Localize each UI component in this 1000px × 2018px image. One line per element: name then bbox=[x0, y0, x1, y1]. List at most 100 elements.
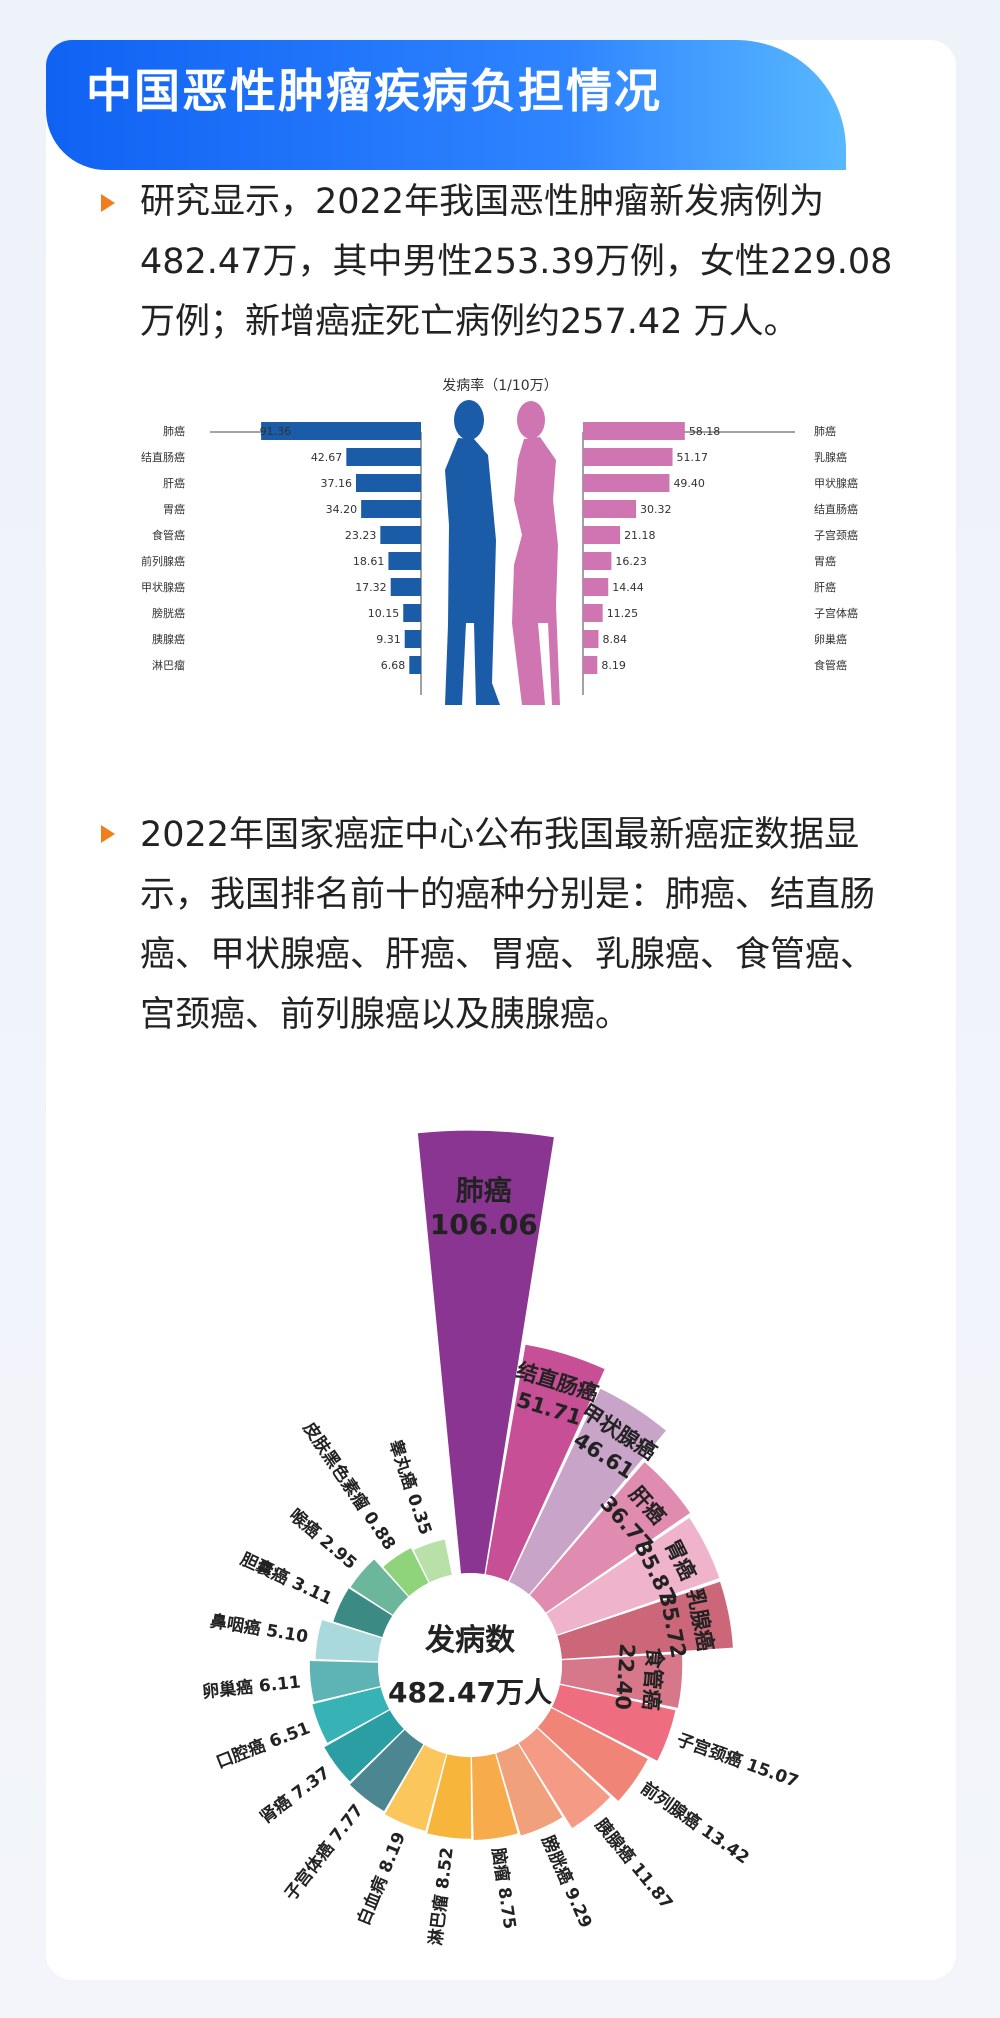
rose-slice bbox=[315, 1620, 382, 1662]
rose-slice bbox=[417, 1130, 554, 1575]
male-value-label: 34.20 bbox=[326, 503, 358, 516]
rose-slice bbox=[383, 1548, 429, 1597]
center-value: 482.47万人 bbox=[388, 1676, 552, 1709]
male-bar bbox=[380, 526, 421, 544]
rose-slice bbox=[518, 1728, 611, 1829]
rose-slice-value: 106.06 bbox=[430, 1208, 538, 1241]
male-category-label: 淋巴瘤 bbox=[152, 658, 185, 672]
rose-slice bbox=[413, 1539, 452, 1583]
rose-slice-label: 前列腺癌 13.42 bbox=[637, 1778, 753, 1869]
female-category-label: 甲状腺癌 bbox=[814, 476, 858, 490]
rose-slice-name: 食管癌 bbox=[638, 1647, 667, 1712]
male-bar bbox=[409, 656, 421, 674]
rose-slice bbox=[309, 1661, 381, 1702]
rose-slice-name: 肺癌 bbox=[456, 1174, 512, 1207]
rose-slice bbox=[496, 1743, 563, 1836]
male-value-label: 9.31 bbox=[376, 633, 401, 646]
male-bar bbox=[388, 552, 421, 570]
rose-slice-label: 子宫体癌 7.77 bbox=[280, 1800, 368, 1904]
bullet-1-icon bbox=[101, 194, 115, 212]
male-value-label: 37.16 bbox=[320, 477, 352, 490]
female-category-label: 乳腺癌 bbox=[814, 450, 847, 464]
rose-slice bbox=[349, 1729, 424, 1812]
male-value-label: 23.23 bbox=[345, 529, 377, 542]
male-category-label: 结直肠癌 bbox=[141, 450, 185, 464]
rose-slice bbox=[427, 1754, 472, 1839]
male-value-label: 6.68 bbox=[381, 659, 406, 672]
female-value-label: 51.17 bbox=[677, 451, 709, 464]
male-category-label: 肝癌 bbox=[163, 476, 185, 490]
rose-slice-label: 脑瘤 8.75 bbox=[487, 1846, 520, 1930]
male-category-label: 胃癌 bbox=[163, 502, 185, 516]
rose-slice-value: 22.40 bbox=[610, 1643, 639, 1711]
incidence-bar-chart: 发病率（1/10万） 91.36 肺癌 42.67 结直肠癌 37.16 肝癌 34.20 胃… bbox=[141, 377, 858, 705]
female-silhouette-icon bbox=[512, 401, 560, 705]
rose-slice bbox=[384, 1744, 447, 1831]
rose-slice-label: 卵巢癌 6.11 bbox=[201, 1672, 302, 1703]
male-silhouette-icon bbox=[445, 400, 500, 705]
rose-slice-label: 白血病 8.19 bbox=[353, 1829, 410, 1928]
rose-slice bbox=[537, 1708, 648, 1801]
rose-slice-label: 膀胱癌 9.29 bbox=[537, 1832, 596, 1931]
female-category-label: 子宫颈癌 bbox=[814, 528, 858, 542]
female-value-label: 30.32 bbox=[640, 503, 672, 516]
male-value-label: 10.15 bbox=[368, 607, 400, 620]
female-category-label: 胃癌 bbox=[814, 554, 836, 568]
female-bar bbox=[583, 604, 603, 622]
male-value-label: 42.67 bbox=[311, 451, 343, 464]
male-category-label: 甲状腺癌 bbox=[141, 580, 185, 594]
rose-slice bbox=[560, 1653, 683, 1708]
male-bar bbox=[404, 630, 421, 648]
male-category-label: 膀胱癌 bbox=[152, 606, 185, 620]
female-bar bbox=[583, 474, 670, 492]
female-category-label: 卵巢癌 bbox=[814, 632, 847, 646]
female-bar bbox=[583, 448, 673, 466]
male-value-label: 18.61 bbox=[353, 555, 385, 568]
chart-title: 发病率（1/10万） bbox=[442, 377, 557, 394]
male-bar bbox=[261, 422, 421, 440]
rose-slice bbox=[551, 1684, 676, 1761]
rose-slice bbox=[557, 1581, 733, 1659]
female-bar bbox=[583, 422, 685, 440]
male-bar bbox=[361, 500, 421, 518]
male-category-label: 食管癌 bbox=[152, 528, 185, 542]
male-bar bbox=[390, 578, 421, 596]
female-value-label: 58.18 bbox=[689, 425, 721, 438]
rose-slice-label: 鼻咽癌 5.10 bbox=[209, 1610, 310, 1647]
male-bar bbox=[346, 448, 421, 466]
female-category-label: 食管癌 bbox=[814, 658, 847, 672]
rose-slice-label: 口腔癌 6.51 bbox=[213, 1717, 313, 1773]
rose-slice bbox=[324, 1710, 404, 1782]
male-category-label: 肺癌 bbox=[163, 424, 185, 438]
rose-slice bbox=[546, 1517, 720, 1635]
center-label: 发病数 bbox=[424, 1623, 516, 1658]
female-value-label: 8.19 bbox=[601, 659, 626, 672]
female-bar bbox=[583, 552, 612, 570]
rose-slice-label: 喉癌 2.95 bbox=[285, 1505, 361, 1574]
male-value-label: 17.32 bbox=[355, 581, 387, 594]
female-value-label: 21.18 bbox=[624, 529, 656, 542]
rose-slice bbox=[471, 1753, 518, 1840]
rose-slice-label: 胰腺癌 11.87 bbox=[591, 1815, 677, 1914]
rose-slice bbox=[485, 1344, 605, 1582]
female-category-label: 结直肠癌 bbox=[814, 502, 858, 516]
female-category-label: 子宫体癌 bbox=[814, 606, 858, 620]
female-bar bbox=[583, 630, 599, 648]
bullet-2-icon bbox=[101, 825, 115, 843]
female-value-label: 11.25 bbox=[607, 607, 639, 620]
rose-slice bbox=[333, 1588, 393, 1638]
male-category-label: 胰腺癌 bbox=[152, 632, 185, 646]
incidence-rose-chart: 肺癌106.06结直肠癌51.71甲状腺癌46.61肝癌36.77胃癌35.87… bbox=[201, 1130, 801, 1947]
rose-slice-label: 睾丸癌 0.35 bbox=[385, 1437, 437, 1537]
female-bar bbox=[583, 500, 637, 518]
female-bar bbox=[583, 656, 598, 674]
rose-slice-label: 子宫颈癌 15.07 bbox=[674, 1729, 801, 1792]
paragraph-1: 研究显示，2022年我国恶性肿瘤新发病例为482.47万，其中男性253.39万… bbox=[140, 182, 893, 342]
title-banner bbox=[46, 40, 846, 170]
chart-center-circle bbox=[378, 1573, 562, 1757]
rose-slice bbox=[312, 1687, 390, 1743]
rose-slice bbox=[509, 1388, 666, 1595]
